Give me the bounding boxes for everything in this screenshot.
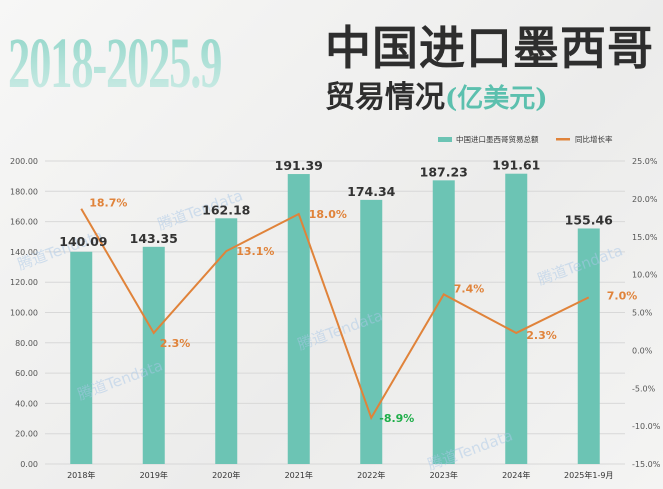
line-label: -8.9% bbox=[379, 412, 414, 425]
y-left-tick: 0.00 bbox=[20, 460, 38, 469]
bar bbox=[70, 251, 93, 464]
x-tick: 2018年 bbox=[67, 470, 95, 480]
y-left-tick: 60.00 bbox=[15, 369, 38, 378]
unit-label: (亿美元) bbox=[445, 84, 548, 114]
bar-label: 155.46 bbox=[565, 212, 614, 227]
legend-line-swatch bbox=[556, 138, 570, 141]
x-tick: 2024年 bbox=[502, 470, 530, 480]
x-tick: 2025年1-9月 bbox=[564, 470, 613, 480]
y-left-tick: 120.00 bbox=[10, 278, 38, 287]
bar bbox=[577, 228, 600, 464]
line-label: 7.4% bbox=[454, 282, 485, 295]
bar bbox=[432, 180, 455, 464]
bar bbox=[215, 218, 238, 464]
line-label: 2.3% bbox=[160, 337, 191, 350]
x-tick: 2021年 bbox=[285, 470, 313, 480]
bar-label: 191.61 bbox=[492, 158, 540, 173]
y-left-tick: 40.00 bbox=[15, 399, 38, 408]
bar bbox=[505, 173, 528, 464]
bar-label: 162.18 bbox=[202, 202, 250, 217]
y-left-tick: 80.00 bbox=[15, 339, 38, 348]
x-tick: 2020年 bbox=[212, 470, 240, 480]
bar bbox=[360, 199, 383, 465]
y-right-tick: -5.0% bbox=[632, 384, 656, 393]
y-left-tick: 20.00 bbox=[15, 430, 38, 439]
x-tick: 2019年 bbox=[140, 470, 168, 480]
y-right-tick: 20.0% bbox=[632, 195, 658, 204]
bar-label: 174.34 bbox=[347, 184, 396, 199]
legend-bar-label: 中国进口墨西哥贸易总额 bbox=[456, 134, 539, 144]
y-right-tick: -10.0% bbox=[632, 422, 661, 431]
legend-bar-swatch bbox=[438, 137, 452, 142]
line-label: 7.0% bbox=[607, 289, 638, 302]
chart-subtitle: 贸易情况(亿美元) bbox=[325, 72, 548, 116]
line-label: 18.0% bbox=[309, 208, 347, 221]
y-right-tick: -15.0% bbox=[632, 460, 661, 469]
line-label: 13.1% bbox=[236, 245, 274, 258]
bar bbox=[287, 174, 310, 465]
y-right-tick: 15.0% bbox=[632, 233, 658, 242]
line-label: 18.7% bbox=[89, 197, 127, 210]
chart-title: 中国进口墨西哥 bbox=[325, 21, 654, 75]
bar-label: 140.09 bbox=[59, 234, 107, 249]
bar bbox=[142, 246, 165, 464]
x-tick: 2022年 bbox=[357, 470, 385, 480]
bar-label: 191.39 bbox=[275, 158, 323, 173]
y-right-tick: 25.0% bbox=[632, 157, 658, 166]
y-right-tick: 0.0% bbox=[632, 346, 653, 355]
y-right-tick: 5.0% bbox=[632, 309, 653, 318]
subtitle-text: 贸易情况 bbox=[325, 80, 445, 115]
bar-label: 143.35 bbox=[130, 231, 178, 246]
bar-label: 187.23 bbox=[420, 164, 468, 179]
growth-line bbox=[80, 208, 590, 421]
legend-line-label: 同比增长率 bbox=[575, 134, 613, 144]
y-left-tick: 100.00 bbox=[10, 309, 38, 318]
y-left-tick: 180.00 bbox=[10, 187, 38, 196]
line-label: 2.3% bbox=[526, 329, 557, 342]
y-left-tick: 140.00 bbox=[10, 248, 38, 257]
year-range-title: 2018-2025.9 bbox=[8, 8, 223, 118]
x-tick: 2023年 bbox=[430, 470, 458, 480]
y-right-tick: 10.0% bbox=[632, 271, 658, 280]
y-left-tick: 200.00 bbox=[10, 157, 38, 166]
y-left-tick: 160.00 bbox=[10, 218, 38, 227]
